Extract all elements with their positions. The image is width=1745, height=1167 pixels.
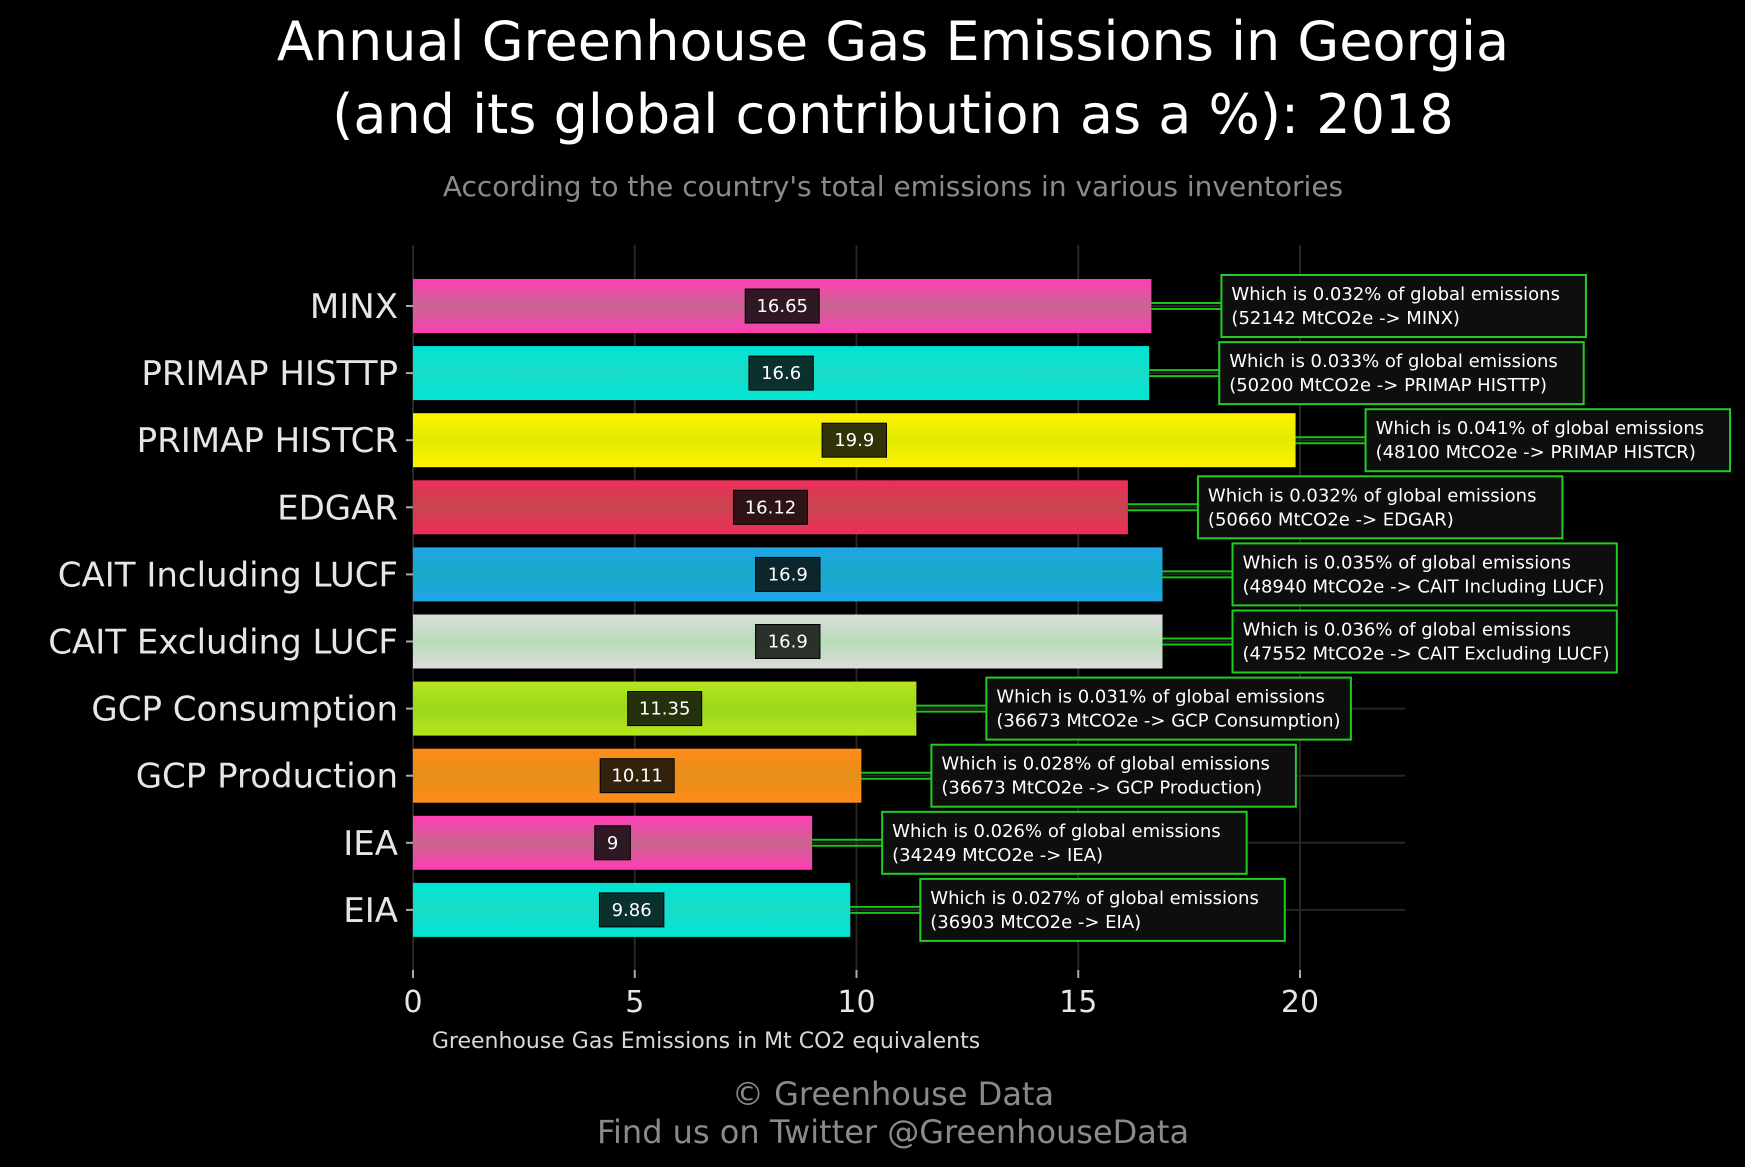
annotation-box: [930, 743, 1297, 808]
category-label: CAIT Including LUCF: [58, 555, 398, 595]
annotation-line2: (50660 MtCO2e -> EDGAR): [1208, 509, 1454, 530]
x-tick-label: 0: [403, 985, 422, 1020]
annotations: Which is 0.032% of global emissions (5214…: [812, 274, 1732, 942]
bar-value-label: 16.9: [768, 632, 808, 653]
annotation-line2: (52142 MtCO2e -> MINX): [1231, 308, 1460, 329]
annotation-box: [1364, 408, 1732, 473]
bar-value-box: [732, 489, 808, 525]
annotation-box: [881, 810, 1248, 875]
bar-value-label: 19.9: [834, 430, 874, 451]
annotation-line1: Which is 0.033% of global emissions: [1229, 351, 1558, 372]
category-label: GCP Consumption: [91, 690, 398, 730]
annotation-line2: (47552 MtCO2e -> CAIT Excluding LUCF): [1243, 644, 1610, 665]
annotation-line2: (34249 MtCO2e -> IEA): [892, 845, 1103, 866]
category-label: EIA: [343, 891, 398, 931]
annotation-line2: (36673 MtCO2e -> GCP Consumption): [996, 711, 1340, 732]
bar-value-label: 16.9: [768, 564, 808, 585]
annotation-line2: (36903 MtCO2e -> EIA): [930, 912, 1141, 933]
annotation-line1: Which is 0.032% of global emissions: [1231, 284, 1560, 305]
category-label: PRIMAP HISTTP: [141, 354, 398, 394]
category-label: PRIMAP HISTCR: [137, 421, 398, 461]
bar-value-box: [594, 825, 631, 861]
category-label: IEA: [343, 824, 398, 864]
bar-value-box: [599, 758, 675, 794]
category-label: EDGAR: [277, 488, 398, 528]
footer-copyright: © Greenhouse Data: [732, 1075, 1054, 1113]
chart-title-line1: Annual Greenhouse Gas Emissions in Georg…: [277, 10, 1509, 73]
bar-value-label: 16.65: [756, 296, 808, 317]
bar-value-label: 10.11: [611, 766, 663, 787]
bar-value-box: [821, 422, 887, 458]
annotation-line1: Which is 0.032% of global emissions: [1208, 485, 1537, 506]
bar-value-box: [755, 624, 821, 659]
category-label: CAIT Excluding LUCF: [48, 623, 398, 663]
x-tick-label: 10: [837, 985, 875, 1020]
x-tick-label: 15: [1059, 985, 1097, 1020]
category-label: MINX: [310, 287, 398, 327]
x-axis-title: Greenhouse Gas Emissions in Mt CO2 equiv…: [432, 1029, 980, 1054]
annotation-box: [985, 676, 1352, 741]
bar-value-label: 16.6: [761, 363, 801, 384]
annotation-line1: Which is 0.036% of global emissions: [1243, 620, 1572, 641]
bar-value-box: [755, 556, 821, 592]
annotation-line1: Which is 0.027% of global emissions: [930, 888, 1259, 909]
bar-value-box: [748, 355, 814, 391]
bars: 16.65 16.6 19.9 16.12 16.9 16.9 11.35 10.11 9 9.8…: [413, 279, 1296, 937]
annotation-line2: (48940 MtCO2e -> CAIT Including LUCF): [1243, 576, 1605, 597]
bar-value-label: 9: [607, 833, 618, 854]
annotation-line1: Which is 0.031% of global emissions: [996, 687, 1325, 708]
annotation-line2: (48100 MtCO2e -> PRIMAP HISTCR): [1376, 442, 1696, 463]
axes: MINX PRIMAP HISTTP PRIMAP HISTCR EDGAR CAIT …: [48, 287, 1319, 1020]
annotation-line2: (36673 MtCO2e -> GCP Production): [941, 778, 1262, 799]
annotation-box: [1218, 341, 1585, 406]
annotation-line1: Which is 0.026% of global emissions: [892, 821, 1221, 842]
annotation-line1: Which is 0.035% of global emissions: [1243, 552, 1572, 573]
x-tick-label: 20: [1281, 985, 1319, 1020]
chart-subtitle: According to the country's total emissio…: [443, 170, 1343, 203]
bar-value-label: 9.86: [612, 900, 652, 921]
footer-twitter: Find us on Twitter @GreenhouseData: [597, 1113, 1189, 1151]
bar-value-box: [744, 288, 820, 324]
annotation-box: [919, 877, 1286, 942]
annotation-box: [1231, 609, 1618, 674]
annotation-box: [1220, 274, 1587, 338]
bar-value-label: 11.35: [639, 699, 691, 720]
annotation-line2: (50200 MtCO2e -> PRIMAP HISTTP): [1229, 375, 1547, 396]
bar-value-box: [627, 691, 703, 727]
annotation-box: [1196, 475, 1564, 540]
annotation-line1: Which is 0.041% of global emissions: [1376, 418, 1705, 439]
annotation-line1: Which is 0.028% of global emissions: [941, 754, 1270, 775]
chart-title-line2: (and its global contribution as a %): 20…: [332, 83, 1453, 146]
category-label: GCP Production: [136, 757, 398, 797]
x-tick-label: 5: [625, 985, 644, 1020]
bar-value-box: [598, 892, 665, 928]
bar-value-label: 16.12: [745, 497, 797, 518]
annotation-box: [1231, 542, 1618, 607]
